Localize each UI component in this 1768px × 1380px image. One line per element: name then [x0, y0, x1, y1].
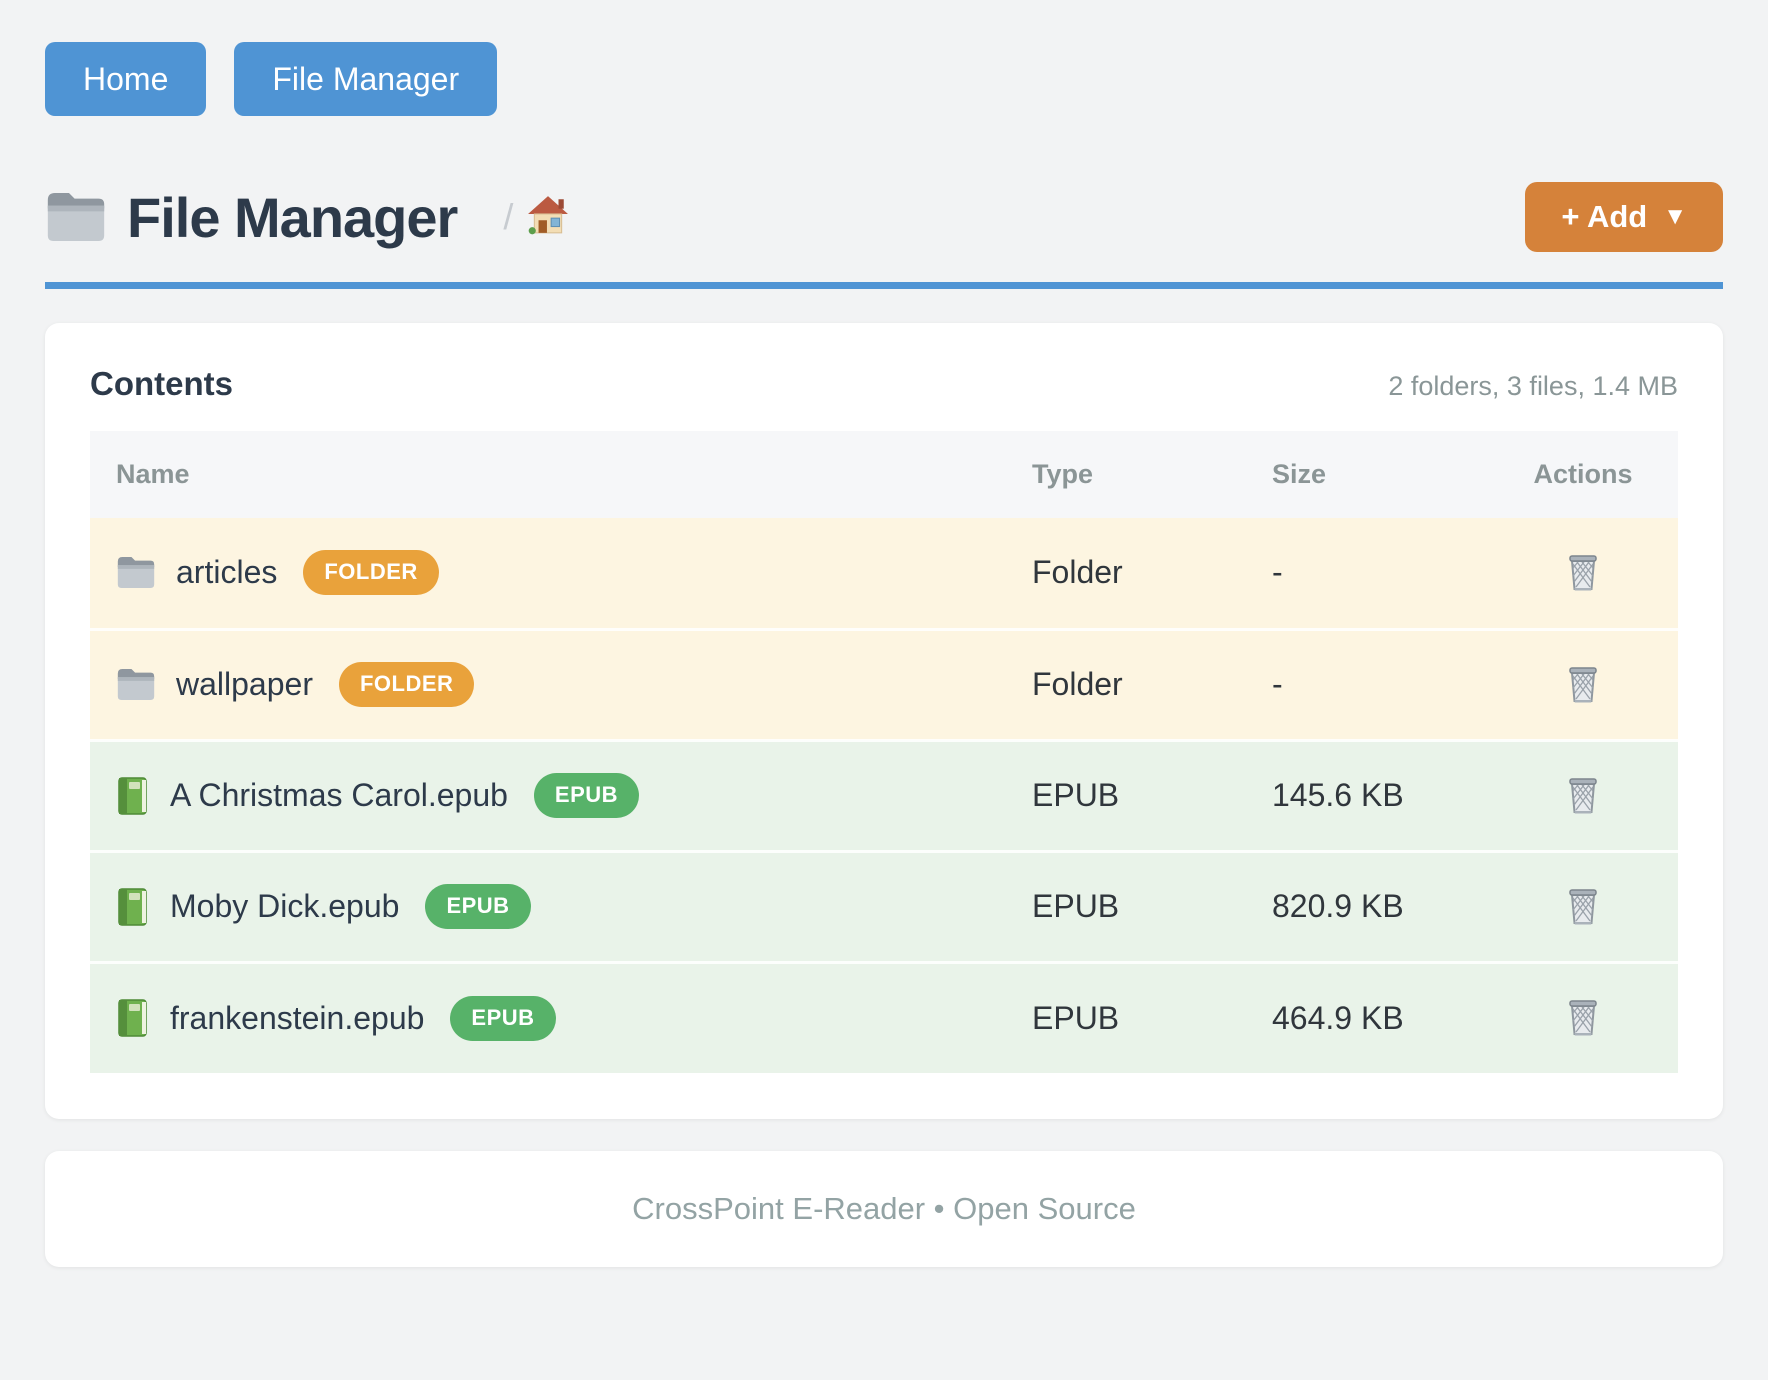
- top-nav: Home File Manager: [0, 0, 1768, 116]
- book-icon: [116, 998, 150, 1038]
- delete-button[interactable]: [1560, 880, 1606, 932]
- page-title: File Manager /: [45, 185, 569, 250]
- file-size: 820.9 KB: [1272, 888, 1404, 924]
- nav-button-file-manager[interactable]: File Manager: [234, 42, 498, 116]
- add-button-label: + Add: [1561, 199, 1648, 234]
- house-icon[interactable]: [527, 194, 569, 241]
- file-size: 145.6 KB: [1272, 777, 1404, 813]
- trash-icon: [1566, 775, 1600, 815]
- page-title-text: File Manager: [127, 185, 458, 249]
- folder-icon: [45, 190, 107, 244]
- table-body: articles FOLDER Folder -: [90, 518, 1678, 1073]
- nav-button-home[interactable]: Home: [45, 42, 207, 116]
- card-title: Contents: [90, 365, 233, 402]
- trash-icon: [1566, 552, 1600, 592]
- footer: CrossPoint E-Reader • Open Source: [45, 1151, 1723, 1267]
- column-header-actions: Actions: [1533, 459, 1633, 489]
- breadcrumb: /: [503, 194, 569, 241]
- file-size: 464.9 KB: [1272, 999, 1404, 1036]
- file-name-link[interactable]: A Christmas Carol.epub: [170, 777, 508, 813]
- add-button[interactable]: + Add ▼: [1525, 182, 1723, 252]
- folder-icon: [116, 667, 156, 702]
- contents-card: Contents 2 folders, 3 files, 1.4 MB Name…: [45, 323, 1723, 1119]
- title-divider: [45, 282, 1723, 289]
- file-size: -: [1272, 554, 1283, 591]
- file-name-link[interactable]: Moby Dick.epub: [170, 888, 400, 924]
- trash-icon: [1566, 886, 1600, 926]
- delete-button[interactable]: [1560, 658, 1606, 710]
- column-header-type: Type: [1032, 459, 1094, 489]
- breadcrumb-separator: /: [503, 196, 514, 237]
- file-type: EPUB: [1032, 888, 1120, 924]
- file-table: Name Type Size Actions articles FOLDER: [90, 431, 1678, 1073]
- file-type: Folder: [1032, 666, 1123, 702]
- contents-summary: 2 folders, 3 files, 1.4 MB: [1388, 371, 1678, 401]
- delete-button[interactable]: [1560, 769, 1606, 821]
- file-name-link[interactable]: wallpaper: [176, 666, 313, 702]
- file-type: Folder: [1032, 554, 1123, 591]
- footer-text: CrossPoint E-Reader • Open Source: [632, 1191, 1136, 1226]
- table-row[interactable]: frankenstein.epub EPUB EPUB 464.9 KB: [90, 962, 1678, 1073]
- book-icon: [116, 887, 150, 927]
- file-type-badge: FOLDER: [338, 662, 475, 707]
- delete-button[interactable]: [1560, 991, 1606, 1043]
- table-row[interactable]: A Christmas Carol.epub EPUB EPUB 145.6 K…: [90, 740, 1678, 851]
- file-type-badge: EPUB: [450, 995, 556, 1041]
- file-type: EPUB: [1032, 999, 1120, 1036]
- file-name-link[interactable]: frankenstein.epub: [170, 999, 425, 1036]
- table-row[interactable]: articles FOLDER Folder -: [90, 518, 1678, 629]
- delete-button[interactable]: [1560, 546, 1606, 598]
- caret-down-icon: ▼: [1663, 203, 1687, 230]
- page-header: File Manager / + Add ▼: [45, 182, 1723, 252]
- file-size: -: [1272, 666, 1283, 702]
- file-type-badge: EPUB: [425, 884, 531, 929]
- book-icon: [116, 776, 150, 816]
- trash-icon: [1566, 997, 1600, 1037]
- column-header-name: Name: [116, 459, 190, 489]
- column-header-size: Size: [1272, 459, 1327, 489]
- table-row[interactable]: wallpaper FOLDER Folder -: [90, 629, 1678, 740]
- file-type: EPUB: [1032, 777, 1120, 813]
- trash-icon: [1566, 664, 1600, 704]
- file-name-link[interactable]: articles: [176, 554, 278, 591]
- file-type-badge: EPUB: [533, 773, 640, 818]
- table-row[interactable]: Moby Dick.epub EPUB EPUB 820.9 KB: [90, 851, 1678, 962]
- table-header-row: Name Type Size Actions: [90, 431, 1678, 518]
- folder-icon: [116, 555, 156, 590]
- file-type-badge: FOLDER: [303, 550, 439, 596]
